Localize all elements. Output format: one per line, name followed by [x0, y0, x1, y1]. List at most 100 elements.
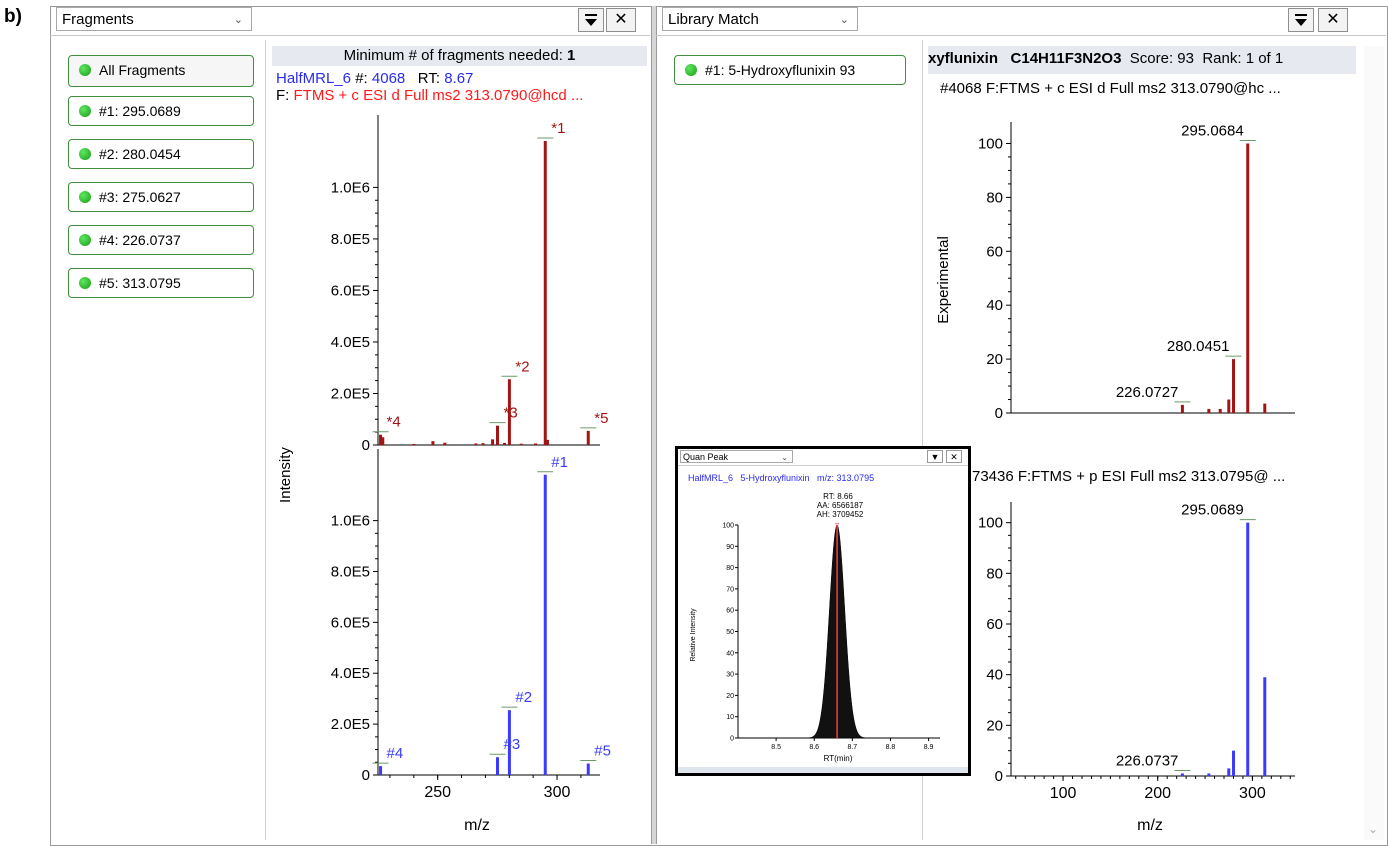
- library-match-item-1[interactable]: #1: 5-Hydroxyflunixin 93: [674, 55, 906, 85]
- y-axis-title: Relative Intensity: [690, 608, 697, 662]
- quan-peak-titlebar: [678, 449, 968, 466]
- peak-label: *4: [387, 414, 401, 431]
- y-tick-label: 0: [995, 768, 1003, 785]
- close-icon: ✕: [950, 452, 958, 462]
- peak-label: 280.0451: [1167, 338, 1230, 355]
- scan-info-line: HalfMRL_6 #: 4068 RT: 8.67: [276, 70, 473, 87]
- min-fragments-label: Minimum # of fragments needed:: [343, 47, 563, 64]
- compound-name: xyflunixin: [928, 50, 999, 67]
- y-tick-label: 8.0E5: [331, 563, 370, 580]
- quan-peak-chart[interactable]: 0 10 20 30 40 50 60 70 80 90 100 8.5 8.6 8.7 8.8 8.9 ▿ R…: [678, 485, 968, 773]
- fragments-spectrum-chart[interactable]: 0 2.0E5 4.0E5 6.0E5 8.0E5 1.0E6 *1 *2 *3 *4 *5 0 2.…: [270, 105, 650, 845]
- y-tick-label: 30: [726, 672, 734, 679]
- fragments-dropdown-label: Fragments: [62, 11, 134, 28]
- y-tick-label: 4.0E5: [331, 334, 370, 351]
- fragment-item-1[interactable]: #1: 295.0689: [68, 96, 254, 126]
- filter-label: F:: [276, 87, 290, 104]
- x-tick-label: 200: [1144, 785, 1171, 802]
- fragment-item-4[interactable]: #4: 226.0737: [68, 225, 254, 255]
- panel-options-button[interactable]: [578, 8, 604, 32]
- y-tick-label: 40: [986, 297, 1003, 314]
- status-dot-icon: [79, 64, 91, 76]
- x-tick-label: 8.7: [847, 744, 857, 751]
- divider: [50, 35, 650, 36]
- fragments-list: [57, 40, 266, 840]
- y-tick-label: 70: [726, 586, 734, 593]
- peak-label: *2: [515, 358, 529, 375]
- file-name: HalfMRL_6: [276, 70, 352, 87]
- y-tick-label: 2.0E5: [331, 716, 370, 733]
- y-tick-label: 2.0E5: [331, 385, 370, 402]
- chevron-down-icon: ⌄: [781, 453, 788, 462]
- fragments-dropdown[interactable]: Fragments ⌄: [56, 7, 252, 31]
- status-dot-icon: [79, 148, 91, 160]
- x-tick-label: 8.9: [924, 744, 934, 751]
- x-axis-title: m/z: [464, 817, 490, 834]
- quan-peak-close-button[interactable]: ✕: [946, 450, 962, 463]
- status-dot-icon: [685, 64, 697, 76]
- library-reference-scan-line: 73436 F:FTMS + p ESI Full ms2 313.0795@ …: [972, 468, 1286, 485]
- status-dot-icon: [79, 277, 91, 289]
- status-dot-icon: [79, 191, 91, 203]
- y-tick-label: 6.0E5: [331, 282, 370, 299]
- y-tick-label: 0: [362, 437, 370, 454]
- y-tick-label: 0: [362, 767, 370, 784]
- filter-line: F: FTMS + c ESI d Full ms2 313.0790@hcd …: [276, 87, 583, 104]
- quan-peak-dropdown[interactable]: Quan Peak ⌄: [680, 450, 793, 463]
- chevron-down-icon[interactable]: ⌄: [1368, 822, 1379, 836]
- library-spectrum-chart[interactable]: 0 20 40 60 80 100 295.0684 280.0451 226.0727 0 20…: [925, 100, 1365, 840]
- fragment-item-label: All Fragments: [99, 62, 186, 78]
- min-fragments-text: Minimum # of fragments needed: 1: [272, 47, 647, 64]
- scrollbar[interactable]: [1364, 46, 1384, 840]
- y-tick-label: 80: [986, 565, 1003, 582]
- library-close-button[interactable]: ✕: [1318, 8, 1348, 32]
- y-tick-label: 100: [722, 523, 734, 530]
- y-tick-label: 20: [726, 693, 734, 700]
- fragment-item-label: #5: 313.0795: [99, 275, 181, 291]
- filter-menu-icon: [1295, 14, 1307, 26]
- y-tick-label: 8.0E5: [331, 231, 370, 248]
- library-header-bar: [928, 46, 1356, 74]
- rt-label: RT:: [417, 70, 441, 87]
- peak-label: 226.0727: [1116, 384, 1179, 401]
- quan-peak-scrollbar[interactable]: [678, 767, 968, 773]
- library-panel-options-button[interactable]: [1288, 8, 1314, 32]
- peak-label: *1: [551, 120, 565, 137]
- y-tick-label: 50: [726, 629, 734, 636]
- y-tick-label: 60: [726, 608, 734, 615]
- library-scan-line: #4068 F:FTMS + c ESI d Full ms2 313.0790…: [940, 80, 1281, 97]
- peak-apex-icon: ▿: [835, 520, 839, 529]
- fragment-item-all[interactable]: All Fragments: [68, 55, 254, 87]
- filter-value: FTMS + c ESI d Full ms2 313.0790@hcd ...: [293, 87, 584, 104]
- peak-label: #1: [551, 454, 568, 471]
- y-tick-label: 100: [978, 135, 1003, 152]
- x-tick-label: 100: [1050, 785, 1077, 802]
- x-axis-title: RT(min): [824, 754, 853, 763]
- x-axis-title: m/z: [1137, 817, 1163, 834]
- x-tick-label: 300: [1239, 785, 1266, 802]
- y-tick-label: 80: [726, 565, 734, 572]
- fragment-item-label: #1: 295.0689: [99, 103, 181, 119]
- close-panel-button[interactable]: ✕: [606, 8, 636, 32]
- chevron-down-icon: ⌄: [839, 14, 849, 26]
- score: Score: 93: [1129, 50, 1194, 67]
- y-tick-label: 10: [726, 714, 734, 721]
- status-dot-icon: [79, 105, 91, 117]
- quan-peak-window: Quan Peak ⌄ ▼ ✕ HalfMRL_6 5-Hydroxyfluni…: [675, 446, 971, 776]
- y-tick-label: 60: [986, 243, 1003, 260]
- y-tick-label: 0: [995, 405, 1003, 422]
- fragment-item-3[interactable]: #3: 275.0627: [68, 182, 254, 212]
- y-tick-label: 40: [986, 667, 1003, 684]
- peak-label: *3: [503, 405, 517, 422]
- library-match-dropdown[interactable]: Library Match ⌄: [662, 7, 858, 31]
- filter-menu-icon: ▼: [930, 452, 940, 462]
- library-match-item-label: #1: 5-Hydroxyflunixin 93: [705, 62, 856, 78]
- fragment-item-5[interactable]: #5: 313.0795: [68, 268, 254, 298]
- quan-peak-options-button[interactable]: ▼: [927, 450, 943, 463]
- y-tick-label: 80: [986, 189, 1003, 206]
- panel-splitter[interactable]: [651, 6, 657, 844]
- y-tick-label: 6.0E5: [331, 614, 370, 631]
- y-tick-label: 40: [726, 650, 734, 657]
- fragment-item-2[interactable]: #2: 280.0454: [68, 139, 254, 169]
- x-tick-label: 8.8: [886, 744, 896, 751]
